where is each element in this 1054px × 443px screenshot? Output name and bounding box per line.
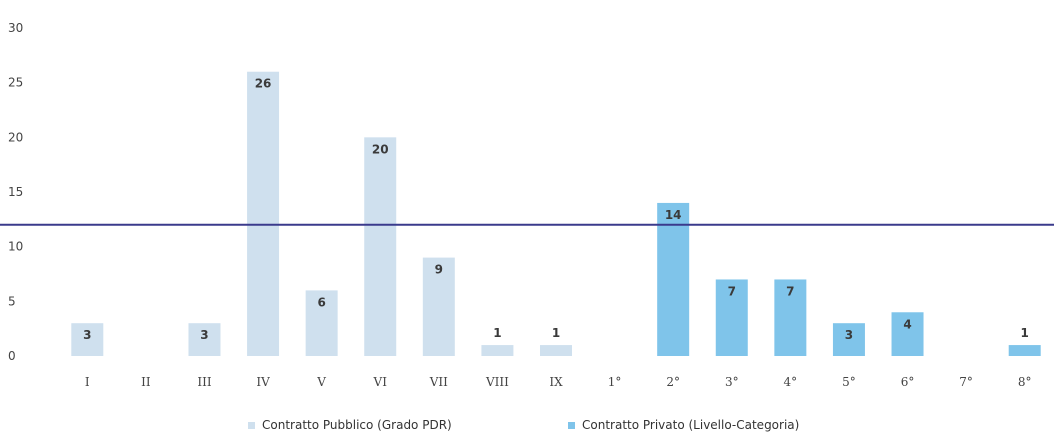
data-label: 9 [435,263,443,277]
data-label: 14 [665,208,682,222]
data-label: 7 [728,284,736,298]
legend-label-private: Contratto Privato (Livello-Categoria) [582,418,800,432]
legend-item-private[interactable]: Contratto Privato (Livello-Categoria) [568,418,799,432]
x-tick-label: 5° [842,375,856,389]
y-axis: 0 5 10 15 20 25 30 [8,21,23,363]
x-tick-label: 6° [901,375,915,389]
y-tick-label: 25 [8,76,23,90]
x-tick-label: VI [373,375,388,389]
x-tick-label: IX [549,375,563,389]
data-label: 1 [552,326,560,340]
legend-swatch-public [248,421,255,429]
x-axis: I II III IV V VI VII VIII IX 1° 2° 3° 4° 5° 6° 7° 8° [85,375,1032,389]
y-tick-label: 20 [8,130,23,144]
data-label: 4 [903,317,911,331]
bar[interactable] [247,71,280,356]
bar[interactable] [774,279,807,356]
data-label: 7 [786,284,794,298]
x-tick-label: V [316,375,326,389]
legend-label-public: Contratto Pubblico (Grado PDR) [262,418,452,432]
x-tick-label: 7° [959,375,973,389]
y-tick-label: 5 [8,294,16,308]
data-label: 1 [493,326,501,340]
data-label: 1 [1021,326,1029,340]
data-label: 3 [83,328,91,342]
bar[interactable] [832,323,865,356]
legend-swatch-private [568,421,575,429]
x-tick-label: III [197,375,211,389]
x-tick-label: 1° [608,375,622,389]
data-label: 26 [255,77,272,91]
legend: Contratto Pubblico (Grado PDR) Contratto… [0,418,1054,438]
bar[interactable] [715,279,748,356]
bar[interactable] [891,312,924,356]
x-tick-label: 8° [1018,375,1032,389]
data-label: 20 [372,142,389,156]
data-label: 3 [845,328,853,342]
legend-item-public[interactable]: Contratto Pubblico (Grado PDR) [248,418,452,432]
y-tick-label: 0 [8,349,16,363]
data-label: 6 [317,295,325,309]
bar[interactable] [422,257,455,356]
bar[interactable] [1008,345,1041,356]
x-tick-label: 3° [725,375,739,389]
bar[interactable] [657,202,690,356]
bar[interactable] [305,290,338,356]
bars [71,71,1041,356]
x-tick-label: IV [256,375,270,389]
bar[interactable] [481,345,514,356]
bar[interactable] [71,323,104,356]
y-tick-label: 15 [8,185,23,199]
bar[interactable] [364,137,397,356]
x-tick-label: II [141,375,151,389]
bar[interactable] [540,345,572,356]
x-tick-label: VIII [485,375,509,389]
y-tick-label: 30 [8,21,23,35]
x-tick-label: I [85,375,90,389]
data-label: 3 [200,328,208,342]
data-labels: 3 3 26 6 20 9 1 1 14 7 7 3 4 1 [83,77,1029,342]
y-tick-label: 10 [8,240,23,254]
x-tick-label: VII [429,375,448,389]
bar[interactable] [188,323,221,356]
x-tick-label: 2° [666,375,680,389]
x-tick-label: 4° [784,375,798,389]
